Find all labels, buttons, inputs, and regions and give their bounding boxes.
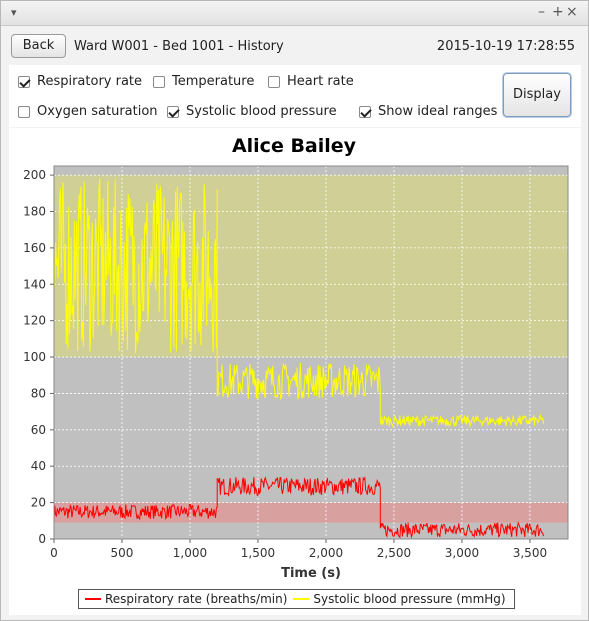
- heart-rate-checkbox[interactable]: Heart rate: [268, 74, 354, 89]
- y-tick-label: 120: [23, 314, 46, 328]
- x-tick-label: 0: [50, 546, 58, 560]
- checkbox-label: Temperature: [172, 74, 255, 89]
- legend-item-respiratory: Respiratory rate (breaths/min): [85, 592, 287, 606]
- temperature-checkbox[interactable]: Temperature: [153, 74, 254, 89]
- ideal-range-band: [54, 502, 568, 523]
- checkbox-box[interactable]: [167, 105, 179, 118]
- legend-item-systolic: Systolic blood pressure (mmHg): [293, 592, 506, 606]
- x-tick-label: 2,000: [309, 546, 343, 560]
- x-tick-label: 1,500: [241, 546, 275, 560]
- ideal-range-band: [54, 175, 568, 358]
- x-tick-label: 3,000: [445, 546, 479, 560]
- chart-legend: Respiratory rate (breaths/min) Systolic …: [78, 589, 515, 609]
- checkbox-box[interactable]: [268, 75, 280, 88]
- close-icon[interactable]: ×: [566, 4, 587, 20]
- oxygen-saturation-checkbox[interactable]: Oxygen saturation: [18, 104, 158, 119]
- x-tick-label: 1,000: [173, 546, 207, 560]
- legend-label: Systolic blood pressure (mmHg): [313, 592, 506, 606]
- checkbox-label: Heart rate: [287, 74, 354, 89]
- ward-bed-label: Ward W001 - Bed 1001 - History: [74, 39, 284, 54]
- checkbox-label: Show ideal ranges: [378, 104, 498, 119]
- maximize-icon[interactable]: +: [552, 4, 573, 20]
- y-tick-label: 140: [23, 277, 46, 291]
- y-tick-label: 160: [23, 241, 46, 255]
- title-bar: ▾ –+×: [1, 1, 588, 26]
- display-button[interactable]: Display: [503, 73, 571, 117]
- y-tick-label: 100: [23, 350, 46, 364]
- y-tick-label: 80: [31, 386, 46, 400]
- header-row: Back Ward W001 - Bed 1001 - History 2015…: [1, 26, 588, 64]
- series-line: [53, 179, 544, 428]
- y-tick-label: 200: [23, 168, 46, 182]
- x-axis-label: Time (s): [281, 566, 341, 581]
- checkbox-box[interactable]: [153, 75, 165, 88]
- checkbox-label: Systolic blood pressure: [186, 104, 337, 119]
- checkbox-box[interactable]: [18, 75, 30, 88]
- checkbox-box[interactable]: [359, 105, 371, 118]
- x-tick-label: 3,500: [513, 546, 547, 560]
- x-tick-label: 500: [111, 546, 134, 560]
- plot-border: [53, 165, 569, 540]
- back-button[interactable]: Back: [11, 34, 66, 58]
- window-menu-icon[interactable]: ▾: [11, 6, 17, 19]
- minimize-icon[interactable]: –: [538, 4, 554, 20]
- checkbox-label: Oxygen saturation: [37, 104, 158, 119]
- chart-title: Alice Bailey: [232, 135, 357, 157]
- y-tick-label: 0: [38, 532, 46, 546]
- history-chart: Alice Bailey 0 20 40 60 80 100 120 140 160 180 200…: [23, 135, 569, 581]
- y-tick-label: 180: [23, 204, 46, 218]
- x-tick-label: 2,500: [377, 546, 411, 560]
- datetime-label: 2015-10-19 17:28:55: [436, 39, 575, 54]
- options-panel: Respiratory rate Temperature Heart rate …: [9, 65, 581, 127]
- respiratory-rate-checkbox[interactable]: Respiratory rate: [18, 74, 142, 89]
- legend-label: Respiratory rate (breaths/min): [105, 592, 288, 606]
- legend-swatch: [293, 598, 310, 600]
- y-tick-label: 40: [31, 459, 46, 473]
- checkbox-label: Respiratory rate: [37, 74, 143, 89]
- ideal-ranges-checkbox[interactable]: Show ideal ranges: [359, 104, 497, 119]
- chart-panel: Alice Bailey 0 20 40 60 80 100 120 140 160 180 200…: [9, 128, 581, 615]
- series-line: [53, 476, 544, 539]
- y-tick-label: 20: [31, 496, 46, 510]
- systolic-bp-checkbox[interactable]: Systolic blood pressure: [167, 104, 337, 119]
- checkbox-box[interactable]: [18, 105, 30, 118]
- y-tick-label: 60: [31, 423, 46, 437]
- legend-swatch: [85, 598, 101, 600]
